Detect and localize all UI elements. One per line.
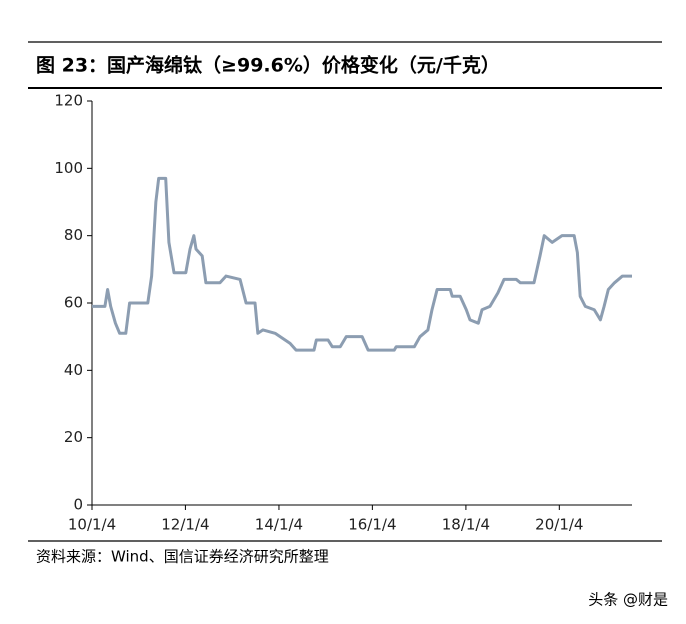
y-tick-label: 100 bbox=[54, 159, 83, 177]
source: 资料来源：Wind、国信证券经济研究所整理 bbox=[36, 548, 329, 566]
x-tick-label: 20/1/4 bbox=[535, 516, 583, 534]
x-tick-label: 18/1/4 bbox=[442, 516, 490, 534]
watermark: 头条 @财是 bbox=[588, 591, 668, 609]
y-tick-label: 40 bbox=[64, 361, 83, 379]
chart-title: 图 23：国产海绵钛（≥99.6%）价格变化（元/千克） bbox=[36, 54, 500, 77]
x-tick-label: 10/1/4 bbox=[68, 516, 116, 534]
x-tick-label: 12/1/4 bbox=[161, 516, 209, 534]
y-tick-label: 0 bbox=[73, 496, 83, 514]
y-tick-label: 120 bbox=[54, 92, 83, 110]
y-tick-label: 20 bbox=[64, 428, 83, 446]
y-tick-label: 60 bbox=[64, 294, 83, 312]
line bbox=[92, 176, 632, 352]
x-tick-label: 16/1/4 bbox=[348, 516, 396, 534]
y-tick-label: 80 bbox=[64, 226, 83, 244]
x-tick-label: 14/1/4 bbox=[255, 516, 303, 534]
